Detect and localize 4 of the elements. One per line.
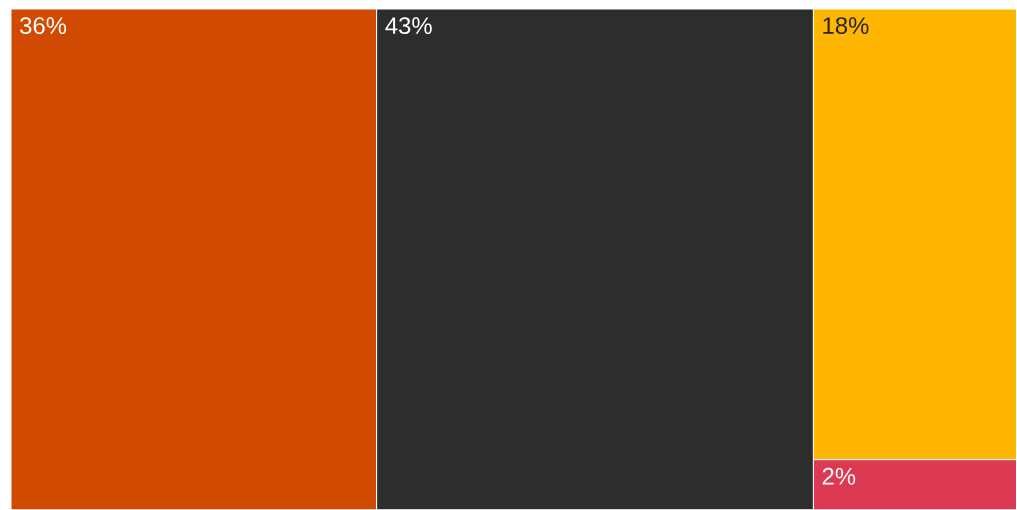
data-label: 2%	[822, 467, 856, 485]
data-label: 43%	[385, 17, 432, 34]
data-label: 36%	[20, 17, 67, 34]
data-label: 18%	[823, 17, 869, 34]
